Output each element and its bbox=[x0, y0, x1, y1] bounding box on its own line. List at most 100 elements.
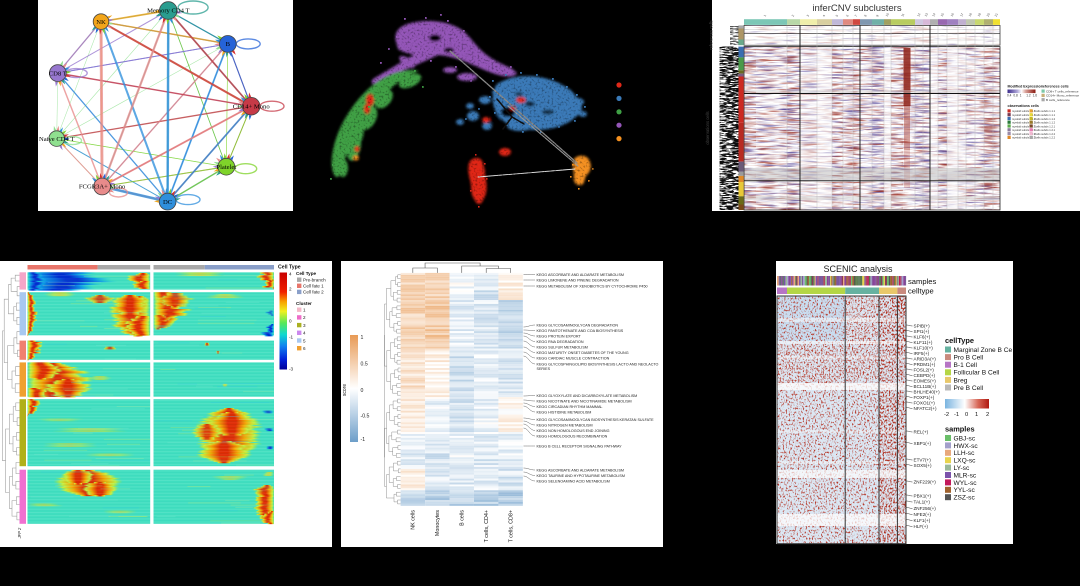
svg-text:myeloid subcls 1.1.1: myeloid subcls 1.1.1 bbox=[1012, 113, 1036, 117]
svg-text:2: 2 bbox=[303, 315, 306, 320]
svg-text:-0.5: -0.5 bbox=[361, 414, 370, 420]
svg-text:Modified Expression: Modified Expression bbox=[1008, 85, 1043, 89]
svg-text:observations cells: observations cells bbox=[1008, 104, 1039, 108]
svg-text:Tcells subcls 1.2.2: Tcells subcls 1.2.2 bbox=[1034, 132, 1056, 136]
svg-text:celltype: celltype bbox=[908, 287, 934, 296]
svg-text:ZNF256(+): ZNF256(+) bbox=[914, 506, 937, 511]
svg-text:B: B bbox=[226, 41, 231, 48]
svg-text:1: 1 bbox=[303, 308, 306, 313]
svg-text:samples: samples bbox=[908, 277, 936, 286]
svg-text:B cells: B cells bbox=[460, 510, 466, 526]
svg-text:B-1 Cell: B-1 Cell bbox=[954, 362, 978, 369]
svg-text:Naive CD4 T: Naive CD4 T bbox=[39, 136, 74, 143]
svg-text:KEGG HOMOLOGOUS RECOMBINATION: KEGG HOMOLOGOUS RECOMBINATION bbox=[537, 434, 608, 438]
svg-text:KEGG GLYCOSAMINOGLYCAN DEGRADA: KEGG GLYCOSAMINOGLYCAN DEGRADATION bbox=[537, 323, 619, 327]
svg-text:21: 21 bbox=[994, 12, 999, 17]
svg-text:YYL-sc: YYL-sc bbox=[954, 487, 976, 494]
svg-text:LXQ-sc: LXQ-sc bbox=[954, 458, 977, 465]
svg-text:Tcells subcls 1.1.2: Tcells subcls 1.1.2 bbox=[1034, 117, 1056, 121]
svg-text:KEGG SELENOAMINO ACID METABOLI: KEGG SELENOAMINO ACID METABOLISM bbox=[537, 479, 610, 483]
svg-text:KEGG GLYCOSPHINGOLIPID BIOSYNT: KEGG GLYCOSPHINGOLIPID BIOSYNTHESIS LACT… bbox=[537, 362, 659, 366]
svg-text:15: 15 bbox=[940, 12, 945, 17]
svg-text:2: 2 bbox=[986, 412, 989, 418]
svg-text:Memory CD4 T: Memory CD4 T bbox=[147, 8, 189, 15]
svg-text:HWX-sc: HWX-sc bbox=[954, 443, 979, 450]
svg-text:KEGG HISTIDINE METABOLISM: KEGG HISTIDINE METABOLISM bbox=[537, 410, 592, 414]
svg-text:2: 2 bbox=[791, 14, 795, 18]
svg-text:DC: DC bbox=[163, 199, 173, 206]
svg-text:5: 5 bbox=[835, 14, 839, 18]
svg-text:0: 0 bbox=[361, 388, 364, 394]
svg-text:1: 1 bbox=[361, 335, 364, 341]
svg-text:20: 20 bbox=[986, 12, 991, 17]
svg-text:FOSL2(+): FOSL2(+) bbox=[914, 368, 935, 373]
svg-text:Cell Type: Cell Type bbox=[278, 265, 301, 271]
svg-text:9: 9 bbox=[875, 14, 879, 18]
svg-text:CD14+ Mono: CD14+ Mono bbox=[233, 103, 271, 110]
svg-text:10: 10 bbox=[885, 12, 890, 17]
svg-text:myeloid subcls 1.1.2: myeloid subcls 1.1.2 bbox=[1012, 121, 1036, 125]
svg-text:Tcells subcls 1.2.1: Tcells subcls 1.2.1 bbox=[1034, 128, 1056, 132]
svg-text:myeloid subcls 1.2.1: myeloid subcls 1.2.1 bbox=[1012, 124, 1036, 128]
svg-text:Tcells subcls 1.1.1: Tcells subcls 1.1.1 bbox=[1034, 113, 1056, 117]
svg-text:BHLHE40(+): BHLHE40(+) bbox=[914, 390, 941, 395]
svg-text:Tcells subcls 1.1.2: Tcells subcls 1.1.2 bbox=[1034, 121, 1056, 125]
svg-text:-1: -1 bbox=[954, 412, 959, 418]
svg-text:KEGG RNA DEGRADATION: KEGG RNA DEGRADATION bbox=[537, 340, 584, 344]
svg-text:NFE2(+): NFE2(+) bbox=[914, 512, 932, 517]
svg-text:REL(+): REL(+) bbox=[914, 430, 929, 435]
svg-text:T cells, CD4+: T cells, CD4+ bbox=[484, 510, 490, 542]
svg-text:observations cells: observations cells bbox=[705, 111, 710, 144]
svg-text:0: 0 bbox=[965, 412, 968, 418]
svg-text:myeloid subcls 1.1.2: myeloid subcls 1.1.2 bbox=[1012, 117, 1036, 121]
svg-text:-2: -2 bbox=[944, 412, 949, 418]
svg-text:-3: -3 bbox=[289, 367, 294, 372]
svg-text:HLF(+): HLF(+) bbox=[914, 524, 929, 529]
svg-text:KEGG NON HOMOLOGOUS END JOININ: KEGG NON HOMOLOGOUS END JOINING bbox=[537, 429, 610, 433]
svg-text:KLF1(+): KLF1(+) bbox=[914, 518, 931, 523]
svg-text:TAL1(+): TAL1(+) bbox=[914, 500, 931, 505]
svg-text:KLF10(+): KLF10(+) bbox=[914, 346, 934, 351]
svg-text:FOXO1(+): FOXO1(+) bbox=[914, 401, 936, 406]
svg-text:19: 19 bbox=[977, 12, 982, 17]
svg-text:2: 2 bbox=[289, 287, 292, 292]
svg-text:6: 6 bbox=[845, 14, 849, 18]
svg-text:Pre B Cell: Pre B Cell bbox=[954, 385, 984, 392]
svg-text:KLF11(+): KLF11(+) bbox=[914, 340, 933, 345]
svg-text:KEGG PROTEIN EXPORT: KEGG PROTEIN EXPORT bbox=[537, 334, 582, 338]
svg-text:Cell fate 2: Cell fate 2 bbox=[303, 290, 324, 295]
svg-text:myeloid subcls 1.2.2: myeloid subcls 1.2.2 bbox=[1012, 132, 1036, 136]
svg-text:ETV7(+): ETV7(+) bbox=[914, 458, 932, 463]
svg-text:14: 14 bbox=[931, 12, 936, 17]
svg-text:4: 4 bbox=[289, 272, 292, 277]
svg-text:Monocytes: Monocytes bbox=[435, 510, 441, 536]
svg-text:KEGG ASCORBATE AND ALDARATE ME: KEGG ASCORBATE AND ALDARATE METABOLISM bbox=[537, 468, 625, 472]
svg-text:KEGG LIMONENE AND PINENE DEGRA: KEGG LIMONENE AND PINENE DEGRADATION bbox=[537, 278, 619, 282]
svg-text:SPI1(+): SPI1(+) bbox=[914, 329, 930, 334]
svg-text:KEGG TAURINE AND HYPOTAURINE M: KEGG TAURINE AND HYPOTAURINE METABOLISM bbox=[537, 474, 625, 478]
svg-text:0.5: 0.5 bbox=[361, 362, 368, 368]
svg-text:CEBPD(+): CEBPD(+) bbox=[914, 373, 936, 378]
svg-text:1: 1 bbox=[975, 412, 978, 418]
svg-text:SERIES: SERIES bbox=[537, 367, 551, 371]
svg-text:WYL-sc: WYL-sc bbox=[954, 480, 978, 487]
svg-text:Pre-branch: Pre-branch bbox=[303, 278, 326, 283]
svg-text:Platelet: Platelet bbox=[216, 164, 236, 171]
svg-text:myeloid subcls 1.1.1: myeloid subcls 1.1.1 bbox=[1012, 109, 1036, 113]
svg-text:Follicular B Cell: Follicular B Cell bbox=[954, 370, 1000, 377]
svg-text:NK: NK bbox=[96, 19, 106, 26]
svg-text:16: 16 bbox=[950, 12, 955, 17]
svg-text:KEGG PANTOTHENATE AND COA BIOS: KEGG PANTOTHENATE AND COA BIOSYNTHESIS bbox=[537, 329, 624, 333]
svg-text:IRF5(+): IRF5(+) bbox=[914, 351, 930, 356]
svg-text:KEGG METABOLISM OF XENOBIOTICS: KEGG METABOLISM OF XENOBIOTICS BY CYTOCH… bbox=[537, 284, 648, 288]
svg-text:LLH-sc: LLH-sc bbox=[954, 450, 976, 457]
svg-text:0: 0 bbox=[289, 319, 292, 324]
svg-text:Tcells subcls 1.2.2: Tcells subcls 1.2.2 bbox=[1034, 136, 1056, 140]
svg-text:KLF6(+): KLF6(+) bbox=[914, 335, 931, 340]
svg-text:KEGG MATURITY ONSET DIABETES O: KEGG MATURITY ONSET DIABETES OF THE YOUN… bbox=[537, 351, 629, 355]
svg-text:1: 1 bbox=[763, 14, 767, 18]
svg-text:6: 6 bbox=[303, 346, 306, 351]
svg-text:FCGR3A+ Mono: FCGR3A+ Mono bbox=[79, 184, 126, 191]
svg-text:13: 13 bbox=[924, 12, 929, 17]
svg-text:11: 11 bbox=[900, 13, 905, 18]
